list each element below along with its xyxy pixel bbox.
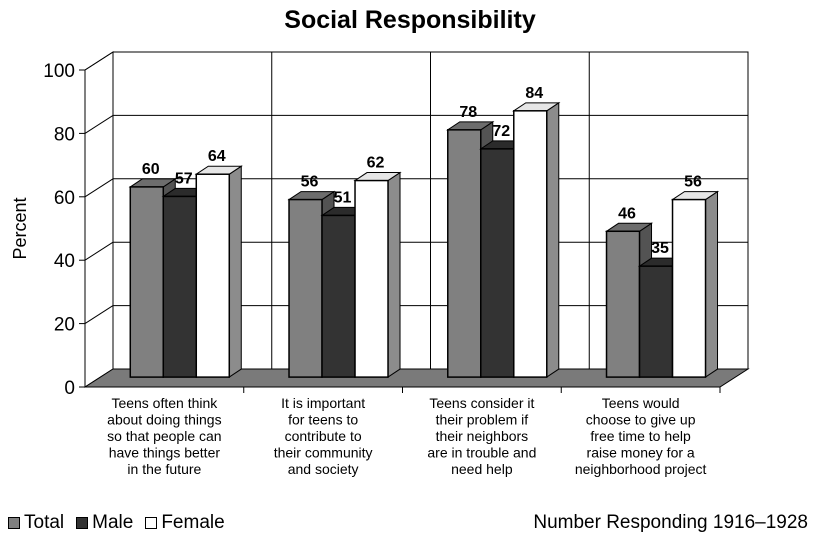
x-tick-label: their community [274, 445, 373, 461]
data-label: 56 [301, 174, 319, 191]
bar [195, 173, 231, 378]
gridline-side [84, 305, 114, 325]
y-tick-label: 100 [43, 61, 75, 82]
x-tick-label: and society [288, 461, 359, 477]
legend-swatch-male [76, 517, 89, 529]
y-tick-label: 80 [54, 124, 75, 145]
legend-label-female: Female [161, 512, 225, 533]
y-tick-label: 40 [54, 251, 75, 272]
sample-size-note: Number Responding 1916–1928 [533, 512, 808, 533]
x-tick-label: Teens consider it [429, 395, 534, 411]
y-tick-label: 20 [54, 315, 75, 336]
bar [638, 265, 674, 378]
x-tick-label: Teens often think [111, 395, 218, 411]
bar [354, 179, 389, 378]
bar [129, 186, 165, 378]
x-tick-label: their neighbors [436, 428, 529, 444]
data-label: 72 [492, 123, 510, 140]
data-label: 84 [525, 85, 543, 102]
bar [288, 198, 323, 378]
data-label: 56 [684, 174, 702, 191]
legend-swatch-female [145, 517, 158, 529]
data-label: 57 [175, 170, 193, 187]
legend-item-male: Male [76, 512, 133, 534]
data-label: 35 [651, 240, 669, 257]
bar [513, 110, 548, 378]
data-label: 46 [618, 205, 636, 222]
x-tick-label: about doing things [107, 412, 221, 428]
bar [480, 148, 515, 378]
gridline-side [84, 114, 114, 134]
x-tick-label: It is important [281, 395, 365, 411]
side-wall [84, 51, 114, 388]
chart-title: Social Responsibility [284, 6, 536, 34]
x-tick-label: contribute to [285, 428, 362, 444]
data-label: 60 [142, 161, 160, 178]
legend-swatch-total [8, 517, 20, 529]
x-tick-label: their problem if [436, 412, 529, 428]
gridline-side [84, 51, 114, 71]
data-label: 78 [459, 104, 477, 121]
x-tick-label: for teens to [288, 412, 358, 428]
y-axis-label: Percent [10, 197, 30, 259]
legend-label-male: Male [92, 512, 134, 533]
x-tick-label: are in trouble and [427, 445, 536, 461]
x-tick-label: Teens would [602, 395, 680, 411]
y-tick-label: 0 [64, 378, 75, 399]
bar-side [228, 165, 242, 379]
gridline-side [84, 241, 114, 261]
legend-item-total: Total [8, 512, 64, 534]
x-tick-label: choose to give up [586, 412, 696, 428]
x-tick-label: neighborhood project [575, 461, 707, 477]
bar [162, 195, 198, 378]
data-label: 62 [367, 155, 385, 172]
legend-label-total: Total [24, 512, 65, 533]
legend: Total Male Female [8, 512, 231, 534]
x-tick-label: need help [451, 461, 513, 477]
bar-side [546, 101, 560, 379]
x-tick-label: in the future [127, 461, 201, 477]
data-label: 64 [208, 148, 226, 165]
x-tick-label: free time to help [590, 428, 691, 444]
x-tick-label: raise money for a [587, 445, 695, 461]
gridline-side [84, 178, 114, 198]
data-label: 51 [334, 189, 352, 206]
bar [321, 214, 356, 378]
bar [671, 198, 707, 378]
legend-item-female: Female [145, 512, 225, 534]
y-tick-label: 60 [54, 188, 75, 209]
bar [447, 129, 482, 378]
x-tick-label: so that people can [107, 428, 221, 444]
x-tick-label: have things better [109, 445, 221, 461]
bar [605, 230, 641, 378]
bar-side [387, 171, 401, 379]
bar-side [705, 190, 719, 379]
